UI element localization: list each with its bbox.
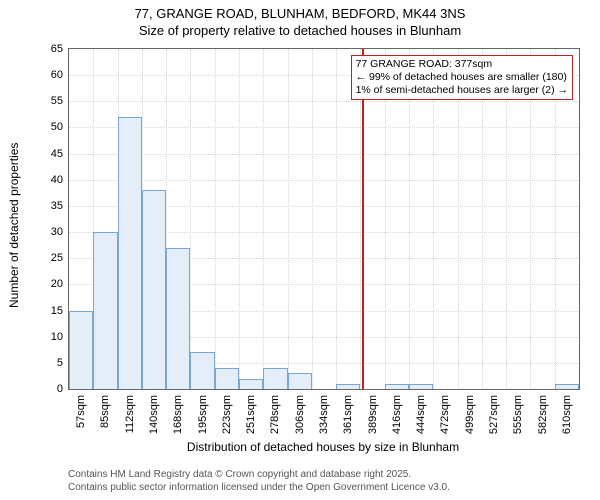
x-tick-label: 610sqm	[561, 395, 573, 434]
y-tick-label: 40	[51, 174, 69, 186]
histogram-bar	[166, 248, 190, 389]
y-tick-label: 50	[51, 121, 69, 133]
histogram-chart: 77, GRANGE ROAD, BLUNHAM, BEDFORD, MK44 …	[0, 0, 600, 500]
grid-line-v	[288, 49, 289, 389]
grid-line-v	[190, 49, 191, 389]
grid-line-h	[69, 180, 579, 181]
y-tick-label: 55	[51, 95, 69, 107]
histogram-bar	[555, 384, 579, 389]
chart-title: 77, GRANGE ROAD, BLUNHAM, BEDFORD, MK44 …	[0, 0, 600, 40]
grid-line-h	[69, 154, 579, 155]
histogram-bar	[336, 384, 360, 389]
x-tick-label: 555sqm	[512, 395, 524, 434]
x-tick-label: 195sqm	[197, 395, 209, 434]
y-tick-label: 30	[51, 226, 69, 238]
x-axis-label: Distribution of detached houses by size …	[68, 440, 578, 454]
grid-line-v	[263, 49, 264, 389]
annotation-box: 77 GRANGE ROAD: 377sqm ← 99% of detached…	[351, 55, 573, 100]
x-tick-label: 168sqm	[172, 395, 184, 434]
y-tick-label: 60	[51, 69, 69, 81]
x-tick-label: 85sqm	[99, 395, 111, 428]
x-tick-label: 57sqm	[75, 395, 87, 428]
y-tick-label: 0	[57, 383, 69, 395]
histogram-bar	[142, 190, 166, 389]
x-tick-label: 334sqm	[318, 395, 330, 434]
x-tick-label: 278sqm	[269, 395, 281, 434]
y-tick-label: 5	[57, 357, 69, 369]
x-tick-label: 416sqm	[391, 395, 403, 434]
y-tick-label: 65	[51, 43, 69, 55]
histogram-bar	[69, 311, 93, 389]
grid-line-h	[69, 127, 579, 128]
histogram-bar	[93, 232, 117, 389]
footer-attribution: Contains HM Land Registry data © Crown c…	[68, 468, 450, 494]
x-tick-label: 140sqm	[148, 395, 160, 434]
histogram-bar	[288, 373, 312, 389]
grid-line-v	[215, 49, 216, 389]
x-tick-label: 306sqm	[294, 395, 306, 434]
plot-area: 0510152025303540455055606557sqm85sqm112s…	[68, 48, 580, 390]
y-tick-label: 35	[51, 200, 69, 212]
x-tick-label: 582sqm	[537, 395, 549, 434]
annotation-line-2: ← 99% of detached houses are smaller (18…	[356, 71, 568, 84]
footer-line-1: Contains HM Land Registry data © Crown c…	[68, 468, 450, 481]
x-tick-label: 499sqm	[464, 395, 476, 434]
annotation-line-1: 77 GRANGE ROAD: 377sqm	[356, 58, 568, 71]
histogram-bar	[263, 368, 287, 389]
grid-line-v	[239, 49, 240, 389]
x-tick-label: 444sqm	[415, 395, 427, 434]
x-tick-label: 527sqm	[488, 395, 500, 434]
annotation-line-3: 1% of semi-detached houses are larger (2…	[356, 84, 568, 97]
x-tick-label: 112sqm	[124, 395, 136, 433]
histogram-bar	[215, 368, 239, 389]
histogram-bar	[385, 384, 409, 389]
x-tick-label: 223sqm	[221, 395, 233, 434]
grid-line-v	[336, 49, 337, 389]
x-tick-label: 389sqm	[367, 395, 379, 434]
footer-line-2: Contains public sector information licen…	[68, 481, 450, 494]
grid-line-h	[69, 101, 579, 102]
title-line-2: Size of property relative to detached ho…	[0, 23, 600, 40]
x-tick-label: 361sqm	[342, 395, 354, 434]
x-tick-label: 251sqm	[245, 395, 257, 434]
y-axis-label: Number of detached properties	[7, 143, 21, 308]
title-line-1: 77, GRANGE ROAD, BLUNHAM, BEDFORD, MK44 …	[0, 6, 600, 23]
x-tick-label: 472sqm	[439, 395, 451, 434]
y-tick-label: 45	[51, 148, 69, 160]
histogram-bar	[190, 352, 214, 389]
y-tick-label: 25	[51, 252, 69, 264]
y-tick-label: 10	[51, 331, 69, 343]
histogram-bar	[118, 117, 142, 389]
histogram-bar	[409, 384, 433, 389]
y-tick-label: 20	[51, 278, 69, 290]
y-tick-label: 15	[51, 305, 69, 317]
grid-line-v	[312, 49, 313, 389]
histogram-bar	[239, 379, 263, 389]
